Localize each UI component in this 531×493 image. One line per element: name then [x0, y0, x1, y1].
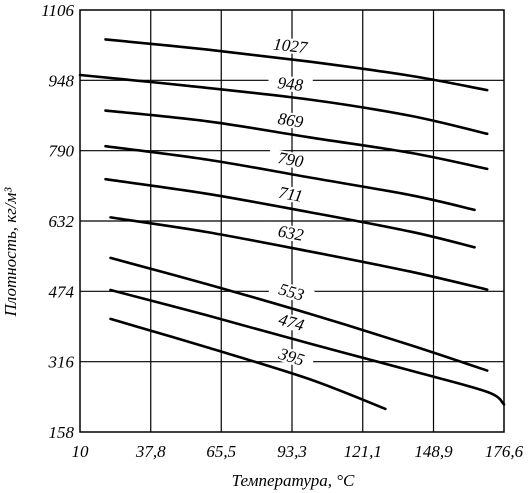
series-label-background: [267, 221, 314, 245]
series-line: [109, 256, 489, 372]
x-tick-label: 37,8: [135, 442, 166, 461]
series-label-background: [268, 343, 315, 371]
series-label-background: [268, 278, 315, 306]
series-label-background: [267, 74, 313, 94]
y-tick-label: 316: [48, 353, 75, 372]
series-label: 553: [277, 279, 307, 304]
series-line: [104, 144, 476, 212]
series-label: 869: [276, 109, 305, 132]
series-label-background: [267, 148, 314, 171]
series-line: [104, 109, 489, 171]
x-tick-label: 93,3: [277, 442, 307, 461]
series-label: 948: [277, 73, 305, 95]
series-label: 790: [276, 148, 305, 171]
series-line: [78, 73, 489, 136]
series-label: 711: [277, 183, 304, 206]
series-label-group: 790: [267, 148, 314, 171]
series-line: [104, 177, 476, 249]
plot-frame: [79, 9, 505, 433]
y-tick-label: 1106: [41, 1, 74, 20]
x-tick-label: 121,1: [344, 442, 382, 461]
x-tick-label: 10: [72, 442, 90, 461]
series-curves: [78, 38, 506, 411]
y-tick-label: 948: [49, 71, 75, 90]
series-label: 395: [276, 344, 307, 370]
series-label-background: [268, 309, 315, 336]
y-axis-label: Плотность, кг/м³: [1, 187, 20, 318]
y-tick-label: 632: [49, 212, 75, 231]
x-tick-label: 65,5: [206, 442, 236, 461]
y-tick-label: 158: [49, 423, 75, 442]
y-tick-label: 790: [49, 142, 75, 161]
series-label-group: 711: [267, 183, 314, 206]
series-label-background: [267, 35, 313, 56]
x-tick-label: 148,9: [414, 442, 453, 461]
y-tick-label: 474: [49, 282, 75, 301]
series-line: [109, 317, 387, 411]
series-label-background: [267, 109, 314, 132]
series-line: [104, 38, 489, 92]
series-label-group: 1027: [267, 35, 313, 58]
series-label-group: 632: [267, 221, 314, 245]
series-label: 632: [276, 222, 305, 245]
series-label-group: 948: [267, 73, 313, 95]
x-axis-ticks: 10 37,8 65,5 93,3 121,1 148,9 176,6: [72, 442, 524, 461]
x-tick-label: 176,6: [485, 442, 524, 461]
series-label: 1027: [272, 35, 309, 58]
series-label-background: [267, 183, 314, 206]
x-axis-label: Температура, °C: [232, 471, 355, 490]
series-label-group: 869: [267, 109, 314, 132]
y-axis-ticks: 158 316 474 632 790 948 1106: [41, 1, 74, 442]
series-line: [109, 216, 489, 291]
series-line: [109, 288, 506, 406]
